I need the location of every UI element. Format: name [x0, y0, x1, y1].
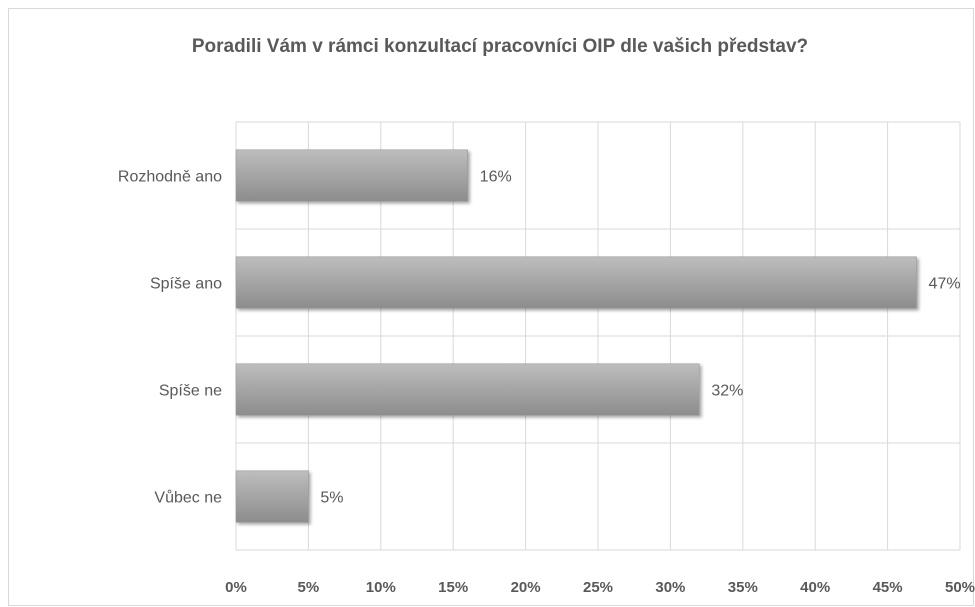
category-label: Spíše ne [159, 383, 222, 400]
x-tick-label: 50% [945, 579, 975, 596]
x-tick-label: 45% [873, 579, 903, 596]
bar [235, 363, 700, 416]
x-tick-label: 35% [728, 579, 758, 596]
x-tick-label: 5% [298, 579, 320, 596]
x-tick-label: 0% [225, 579, 247, 596]
data-label: 32% [711, 383, 743, 400]
x-tick-label: 20% [511, 579, 541, 596]
bar [235, 256, 917, 309]
x-tick-label: 40% [800, 579, 830, 596]
category-label: Vůbec ne [154, 489, 222, 507]
data-label: 5% [320, 490, 343, 507]
category-label: Rozhodně ano [118, 169, 222, 186]
bars [235, 149, 917, 523]
labels: 0% 5% 10% 15% 20% 25% 30% 35% 40% 45% 50% Rozhodně … [118, 169, 975, 597]
data-label: 47% [929, 276, 961, 293]
x-tick-label: 30% [655, 579, 685, 596]
bar [235, 470, 309, 523]
x-tick-label: 15% [438, 579, 468, 596]
bar [235, 149, 468, 202]
chart-title: Poradili Vám v rámci konzultací pracovní… [192, 36, 808, 57]
data-label: 16% [480, 169, 512, 186]
x-tick-label: 10% [366, 579, 396, 596]
x-tick-label: 25% [583, 579, 613, 596]
category-label: Spíše ano [150, 276, 222, 293]
